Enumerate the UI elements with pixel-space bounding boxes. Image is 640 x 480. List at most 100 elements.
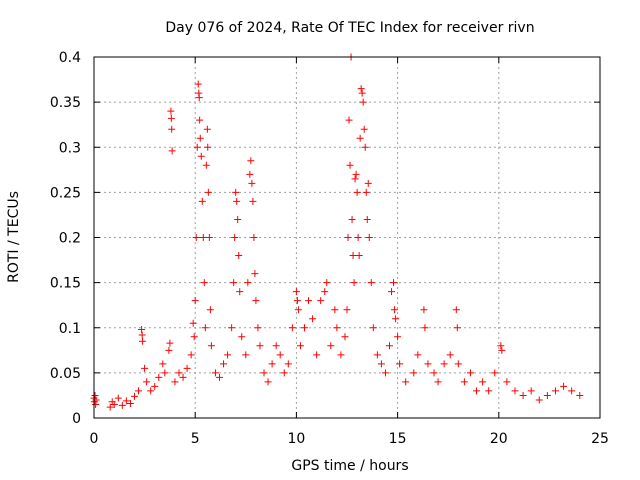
y-tick-label: 0.05	[50, 366, 81, 382]
data-point	[527, 387, 535, 395]
data-point	[230, 279, 238, 287]
data-point	[235, 252, 243, 260]
data-point	[466, 369, 474, 377]
data-point	[348, 215, 356, 223]
data-point	[228, 324, 236, 332]
data-point	[373, 351, 381, 359]
data-point	[201, 324, 209, 332]
data-point	[352, 170, 360, 178]
data-point	[430, 369, 438, 377]
data-point	[394, 333, 402, 341]
data-point	[288, 324, 296, 332]
data-point	[220, 360, 228, 368]
data-point	[110, 400, 118, 408]
data-point	[167, 114, 175, 122]
data-point	[452, 306, 460, 314]
data-point	[364, 179, 372, 187]
data-point	[204, 188, 212, 196]
data-point	[260, 369, 268, 377]
data-point	[224, 351, 232, 359]
data-point	[179, 373, 187, 381]
data-point	[165, 346, 173, 354]
data-point	[414, 351, 422, 359]
tick-labels: 0 5 10 15 20 25 0 0.05 0.1 0.15 0.2 0.25 0.3 0.35 0.4	[50, 50, 609, 447]
data-point	[361, 143, 369, 151]
data-point	[248, 179, 256, 187]
data-point	[446, 351, 454, 359]
data-point	[249, 197, 257, 205]
data-point	[331, 306, 339, 314]
data-point	[192, 234, 200, 241]
data-point	[106, 403, 114, 411]
data-point	[292, 288, 300, 296]
data-point	[460, 378, 468, 386]
data-point	[551, 387, 559, 395]
data-point	[199, 234, 207, 241]
data-point	[168, 147, 176, 155]
data-point	[344, 234, 352, 241]
y-axis-label: ROTI / TECUs	[6, 191, 22, 283]
data-point	[166, 339, 174, 347]
data-point	[341, 333, 349, 341]
data-point	[294, 306, 302, 314]
data-point	[202, 161, 210, 169]
data-point	[511, 387, 519, 395]
data-point	[183, 364, 191, 372]
data-point	[343, 306, 351, 314]
data-point	[268, 360, 276, 368]
data-point	[155, 373, 163, 381]
data-point	[254, 324, 262, 332]
data-point	[402, 378, 410, 386]
grid-lines	[94, 57, 600, 418]
data-point	[250, 234, 258, 241]
data-point	[205, 234, 213, 241]
data-point	[171, 378, 179, 386]
data-point	[473, 387, 481, 395]
data-point	[194, 80, 202, 88]
data-point	[198, 197, 206, 205]
data-point	[346, 161, 354, 169]
data-point	[485, 387, 493, 395]
data-point	[377, 360, 385, 368]
data-point	[189, 319, 197, 327]
data-point	[424, 360, 432, 368]
data-point	[190, 333, 198, 341]
data-point	[122, 397, 130, 405]
data-point	[519, 391, 527, 399]
data-point	[196, 116, 204, 124]
data-point	[252, 297, 260, 305]
y-tick-label: 0.2	[59, 231, 81, 247]
data-point	[175, 369, 183, 377]
data-point	[369, 324, 377, 332]
data-point	[232, 188, 240, 196]
data-point	[114, 394, 122, 402]
axes	[93, 56, 601, 419]
data-point	[327, 342, 335, 350]
x-axis-label: GPS time / hours	[291, 458, 408, 474]
data-point	[362, 188, 370, 196]
y-tick-label: 0.3	[59, 140, 81, 156]
data-point	[280, 369, 288, 377]
data-point	[203, 125, 211, 133]
data-point	[363, 215, 371, 223]
data-point	[195, 94, 203, 102]
data-point	[147, 387, 155, 395]
data-point	[118, 401, 126, 409]
data-point	[139, 337, 147, 345]
data-point	[231, 234, 239, 241]
data-point	[535, 396, 543, 404]
data-point	[367, 279, 375, 287]
data-point	[313, 351, 321, 359]
y-tick-label: 0.25	[50, 185, 81, 201]
data-point	[276, 351, 284, 359]
data-point	[543, 391, 551, 399]
data-point	[345, 116, 353, 124]
y-tick-label: 0.4	[59, 50, 81, 66]
data-point	[305, 297, 313, 305]
data-point	[356, 134, 364, 142]
data-point	[168, 125, 176, 133]
data-point	[410, 369, 418, 377]
data-point	[191, 297, 199, 305]
data-point	[91, 391, 99, 399]
data-point	[396, 360, 404, 368]
